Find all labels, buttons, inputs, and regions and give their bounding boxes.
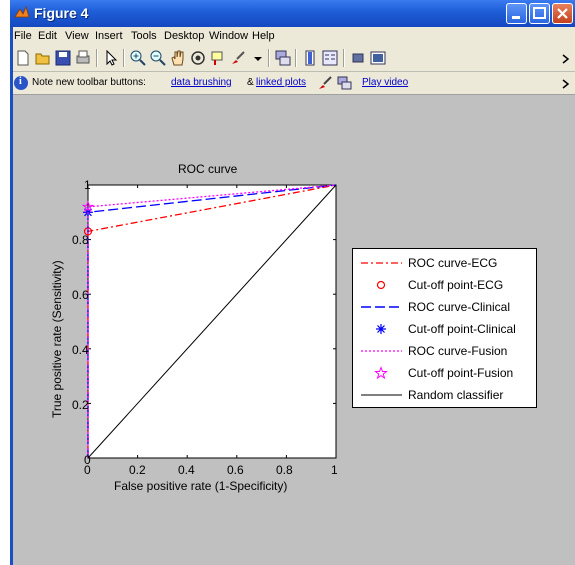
- pointer-icon[interactable]: [102, 49, 120, 67]
- toolbar-separator: [295, 49, 297, 67]
- legend-label: Random classifier: [408, 388, 504, 402]
- x-tick-label: 0.2: [129, 463, 146, 477]
- legend-swatch-cutoff-fusion: [374, 366, 388, 380]
- brush-dropdown-icon[interactable]: [249, 49, 267, 67]
- link-plot-icon[interactable]: [274, 49, 292, 67]
- menu-tools[interactable]: Tools: [131, 30, 157, 42]
- close-icon: [557, 8, 568, 19]
- series-line-random-classifier: [87, 184, 337, 459]
- maximize-icon: [533, 7, 546, 19]
- y-tick-label: 0: [84, 453, 91, 467]
- legend[interactable]: ROC curve-ECG Cut-off point-ECG ROC curv…: [352, 248, 537, 408]
- y-tick-label: 0.2: [72, 398, 89, 412]
- x-tick-label: 0.6: [227, 463, 244, 477]
- pan-hand-icon[interactable]: [169, 49, 187, 67]
- colorbar-icon[interactable]: [301, 49, 319, 67]
- legend-entry: ROC curve-ECG: [353, 253, 538, 273]
- show-plot-tools-icon[interactable]: [369, 49, 387, 67]
- legend-swatch-roc-fusion: [361, 350, 402, 352]
- legend-icon[interactable]: [321, 49, 339, 67]
- legend-label: Cut-off point-Clinical: [408, 322, 516, 336]
- figure-toolbar: [10, 45, 575, 72]
- close-note-icon[interactable]: [562, 79, 570, 89]
- roc-plot: [81, 184, 337, 459]
- x-tick-label: 0: [84, 463, 91, 477]
- toolbar-separator: [123, 49, 125, 67]
- play-video-link[interactable]: Play video: [362, 77, 409, 88]
- open-file-icon[interactable]: [34, 49, 52, 67]
- zoom-out-icon[interactable]: [149, 49, 167, 67]
- menu-insert[interactable]: Insert: [95, 30, 123, 42]
- note-text: Note new toolbar buttons:: [32, 77, 146, 88]
- maximize-button[interactable]: [529, 3, 550, 24]
- toolbar-separator: [343, 49, 345, 67]
- legend-entry: Random classifier: [353, 385, 538, 405]
- y-axis-label: True positive rate (Sensitivity): [50, 260, 64, 418]
- series-line-roc-curve-fusion: [87, 184, 337, 458]
- x-tick-label: 0.4: [178, 463, 195, 477]
- title-bar[interactable]: Figure 4: [10, 0, 575, 27]
- menu-view[interactable]: View: [65, 30, 89, 42]
- window-left-border: [10, 27, 13, 565]
- y-tick-label: 0.4: [72, 343, 89, 357]
- y-tick-label: 0.8: [72, 233, 89, 247]
- x-tick-label: 1: [331, 463, 338, 477]
- menu-help[interactable]: Help: [252, 30, 275, 42]
- brush-icon[interactable]: [229, 49, 247, 67]
- window-title: Figure 4: [34, 5, 89, 21]
- legend-entry: Cut-off point-ECG: [353, 275, 538, 295]
- legend-label: Cut-off point-Fusion: [408, 366, 514, 380]
- y-tick-label: 1: [84, 178, 91, 192]
- legend-entry: Cut-off point-Clinical: [353, 319, 538, 339]
- legend-swatch-cutoff-clinical: [376, 324, 386, 334]
- print-icon[interactable]: [74, 49, 92, 67]
- minimize-button[interactable]: [506, 3, 527, 24]
- zoom-in-icon[interactable]: [129, 49, 147, 67]
- minimize-icon: [512, 16, 520, 19]
- x-tick-label: 0.8: [276, 463, 293, 477]
- legend-swatch-cutoff-ecg: [376, 280, 386, 290]
- note-ampersand: &: [247, 77, 254, 88]
- info-icon: [14, 76, 28, 90]
- legend-entry: ROC curve-Fusion: [353, 341, 538, 361]
- menu-window[interactable]: Window: [209, 30, 249, 42]
- toolbar-separator: [96, 49, 98, 67]
- legend-label: ROC curve-ECG: [408, 256, 498, 270]
- legend-label: ROC curve-Clinical: [408, 300, 511, 314]
- menu-file[interactable]: File: [14, 30, 32, 42]
- legend-swatch-random: [361, 394, 402, 396]
- menu-bar: File Edit View Insert Tools Desktop Wind…: [10, 27, 575, 45]
- link-plot-icon: [337, 76, 352, 90]
- save-icon[interactable]: [54, 49, 72, 67]
- note-bar: Note new toolbar buttons: data brushing …: [10, 72, 575, 95]
- close-button[interactable]: [552, 3, 573, 24]
- x-axis-label: False positive rate (1-Specificity): [114, 479, 288, 493]
- menu-desktop[interactable]: Desktop: [164, 30, 205, 42]
- toolbar-overflow-icon[interactable]: [562, 54, 570, 64]
- new-figure-icon[interactable]: [14, 49, 32, 67]
- legend-swatch-roc-clinical: [361, 306, 402, 308]
- data-brushing-link[interactable]: data brushing: [171, 77, 232, 88]
- menu-edit[interactable]: Edit: [38, 30, 57, 42]
- legend-entry: Cut-off point-Fusion: [353, 363, 538, 383]
- linked-plots-link[interactable]: linked plots: [256, 77, 307, 88]
- toolbar-separator: [268, 49, 270, 67]
- legend-entry: ROC curve-Clinical: [353, 297, 538, 317]
- matlab-icon: [14, 5, 30, 18]
- rotate-3d-icon[interactable]: [189, 49, 207, 67]
- cutoff-marker-cut-off-point-fusion: [81, 200, 95, 213]
- data-cursor-icon[interactable]: [209, 49, 227, 67]
- legend-swatch-roc-ecg: [361, 262, 402, 264]
- chart-title: ROC curve: [178, 162, 238, 176]
- y-tick-label: 0.6: [72, 288, 89, 302]
- legend-label: ROC curve-Fusion: [408, 344, 508, 358]
- brush-icon: [319, 76, 332, 89]
- legend-label: Cut-off point-ECG: [408, 278, 504, 292]
- figure-window: Figure 4 File Edit View Insert Tools Des…: [10, 0, 575, 565]
- hide-plot-tools-icon[interactable]: [349, 49, 367, 67]
